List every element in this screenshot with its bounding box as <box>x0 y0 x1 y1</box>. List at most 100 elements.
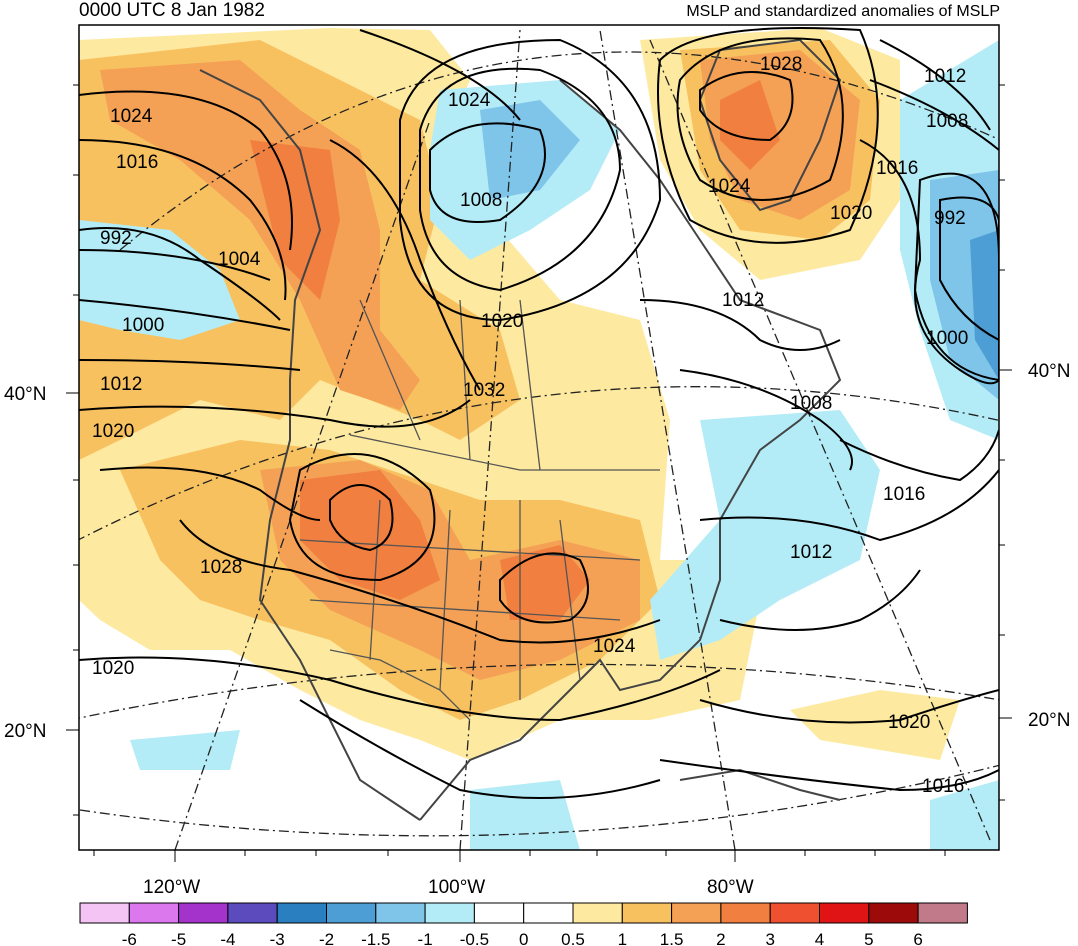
contour-label: 1016 <box>876 158 918 179</box>
contour-label: 1024 <box>593 636 636 657</box>
isobar-1012-east <box>699 469 999 542</box>
coastline-greenland <box>698 38 842 212</box>
anomaly-pos-3-west <box>100 60 420 410</box>
graticule-lon-60 <box>649 39 991 841</box>
contour-label: 1000 <box>926 328 968 349</box>
colorbar-swatch <box>128 902 180 924</box>
colorbar-labels: -6 -5 -4 -3 -2 -1.5 -1 -0.5 0 0.5 1 1.5 2 3 4 5 6 <box>122 930 923 946</box>
colorbar-label: -2 <box>319 930 334 946</box>
colorbar-label: -4 <box>220 930 235 946</box>
contour-label: 1024 <box>448 90 491 111</box>
isobar-1036-high <box>329 484 394 552</box>
colorbar-swatch <box>326 902 377 924</box>
state-line-6 <box>559 519 581 681</box>
contour-label: 1028 <box>760 54 802 75</box>
colorbar-swatch <box>375 902 426 924</box>
colorbar-swatch <box>276 902 328 924</box>
isobar-1016-nw <box>79 139 287 301</box>
contour-label: 1020 <box>92 658 134 679</box>
contour-label: 992 <box>100 228 132 249</box>
isobar-1024-nw <box>79 90 293 251</box>
graticule-lat-60 <box>119 51 999 251</box>
graticule-lon-100 <box>459 29 521 850</box>
isobar-1028-greenland <box>699 71 794 142</box>
lon-label: 100°W <box>428 877 485 898</box>
colorbar-swatch <box>868 902 919 924</box>
province-line-2 <box>459 299 471 461</box>
field-title: MSLP and standardized anomalies of MSLP <box>686 3 1000 20</box>
colorbar-swatch <box>424 902 475 924</box>
isobar-1020-greenland <box>657 27 879 244</box>
anomaly-neg-1-pacific <box>79 220 240 340</box>
border-us-mexico <box>329 649 471 721</box>
contour-label: 1000 <box>122 315 164 336</box>
anomaly-neg-1-sw <box>130 730 240 770</box>
coastline-cuba <box>679 768 841 801</box>
coastlines <box>199 38 842 821</box>
colorbar-label: 1.5 <box>660 930 684 946</box>
isobar-1032-ring <box>288 453 436 582</box>
isobar-1024-w <box>99 466 321 521</box>
coastline-east <box>419 79 842 821</box>
anomaly-pos-1-atlantic <box>790 690 960 760</box>
colorbar-label: 5 <box>864 930 873 946</box>
anomaly-neg-1-se <box>930 780 999 850</box>
isobar-1024-n <box>359 29 521 121</box>
isobar-1012-canada <box>639 299 841 351</box>
isobar-1032-alaska <box>329 139 481 391</box>
anomaly-neg-3-atlantic <box>970 230 999 380</box>
contour-labels: 1024 1016 992 1004 1000 1012 1020 1028 1… <box>92 54 968 797</box>
lat-label: 20°N <box>1028 710 1070 731</box>
valid-time-title: 0000 UTC 8 Jan 1982 <box>79 0 265 21</box>
state-line-2 <box>439 509 451 691</box>
colorbar-swatch <box>572 902 623 924</box>
graticule-lon-120 <box>174 119 431 850</box>
isobar-1012-ne <box>879 39 991 131</box>
colorbar-label: -1.5 <box>361 930 390 946</box>
colorbar-swatch <box>227 902 278 924</box>
contour-label: 1020 <box>830 203 872 224</box>
isobar-1016-atlantic <box>719 569 921 631</box>
contour-label: 1012 <box>100 374 142 395</box>
contour-label: 1004 <box>218 249 261 270</box>
isobar-1016-east <box>839 429 999 482</box>
colorbar-label: 4 <box>815 930 824 946</box>
isobar-1016-caribbean <box>659 759 999 792</box>
contour-label: 1008 <box>926 111 968 132</box>
colorbar-label: 2 <box>716 930 725 946</box>
anomaly-pos-4-greenland <box>720 80 780 170</box>
graticule <box>79 29 999 850</box>
isobar-1012-arctic <box>419 67 622 292</box>
contour-label: 1016 <box>883 484 925 505</box>
colorbar-swatch <box>769 902 821 924</box>
colorbar-swatch <box>621 902 673 924</box>
lon-label: 120°W <box>143 877 200 898</box>
contour-label: 1016 <box>922 776 964 797</box>
colorbar-label: 1 <box>618 930 627 946</box>
colorbar-label: 0.5 <box>561 930 585 946</box>
colorbar-label: -5 <box>171 930 186 946</box>
isobar-1016-mexico <box>299 699 661 799</box>
anomaly-pos-4-rockies <box>300 470 440 600</box>
isobar-1000-atlantic <box>913 172 999 382</box>
colorbar-swatch <box>523 902 574 924</box>
graticule-lat-30 <box>79 663 999 719</box>
isobar-1016-ne <box>859 139 999 385</box>
state-line-5 <box>309 599 621 621</box>
isobar-1008-arctic <box>429 122 546 223</box>
graticule-labels: 40°N 20°N 40°N 20°N 120°W 100°W 80°W <box>4 361 1070 898</box>
colorbar-swatch <box>671 902 722 924</box>
isobar-1008-east <box>679 369 853 471</box>
contour-label: 1024 <box>708 176 751 197</box>
contour-label: 1020 <box>481 311 523 332</box>
isobar-1004 <box>79 249 271 281</box>
contour-label: 1032 <box>463 380 505 401</box>
colorbar-label: -6 <box>122 930 137 946</box>
state-line-4 <box>299 539 641 561</box>
anomaly-neg-2-arctic <box>480 100 580 200</box>
isobar-1024-greenland <box>676 37 844 201</box>
contour-label: 1008 <box>790 393 832 414</box>
contour-label: 1008 <box>460 190 502 211</box>
coastline-west <box>199 69 421 821</box>
